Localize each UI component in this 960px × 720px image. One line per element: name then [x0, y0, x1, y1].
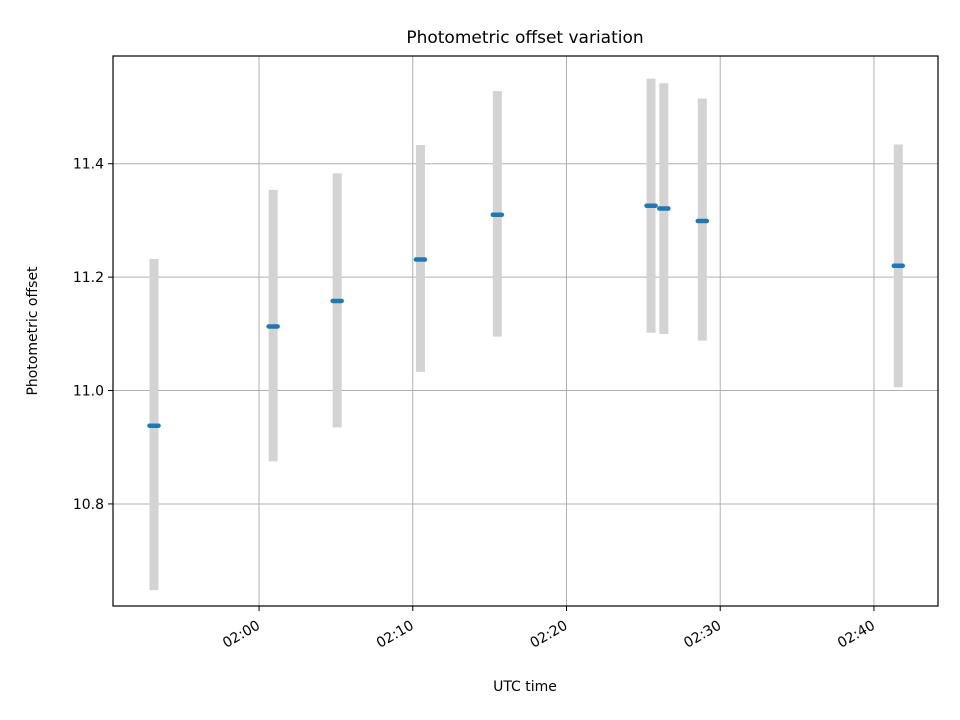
data-points	[147, 203, 906, 428]
y-tick-label: 11.2	[73, 270, 104, 286]
y-tick-label: 11.4	[73, 157, 104, 173]
x-tick-label: 02:20	[528, 618, 571, 652]
x-axis-label: UTC time	[493, 679, 557, 695]
plot-frame	[112, 55, 939, 607]
x-tick-label: 02:30	[681, 618, 724, 652]
grid-lines	[113, 56, 938, 606]
x-axis-ticks: 02:00 02:10 02:20 02:30 02:40	[220, 606, 878, 652]
chart-title: Photometric offset variation	[406, 28, 643, 48]
y-tick-label: 10.8	[73, 497, 104, 513]
x-tick-label: 02:40	[835, 618, 878, 652]
y-tick-label: 11.0	[73, 384, 104, 400]
error-bars	[149, 78, 903, 591]
x-tick-label: 02:00	[220, 618, 263, 652]
y-axis-label: Photometric offset	[25, 266, 41, 396]
x-tick-label: 02:10	[374, 618, 417, 652]
y-axis-ticks: 10.8 11.0 11.2 11.4	[73, 157, 113, 513]
